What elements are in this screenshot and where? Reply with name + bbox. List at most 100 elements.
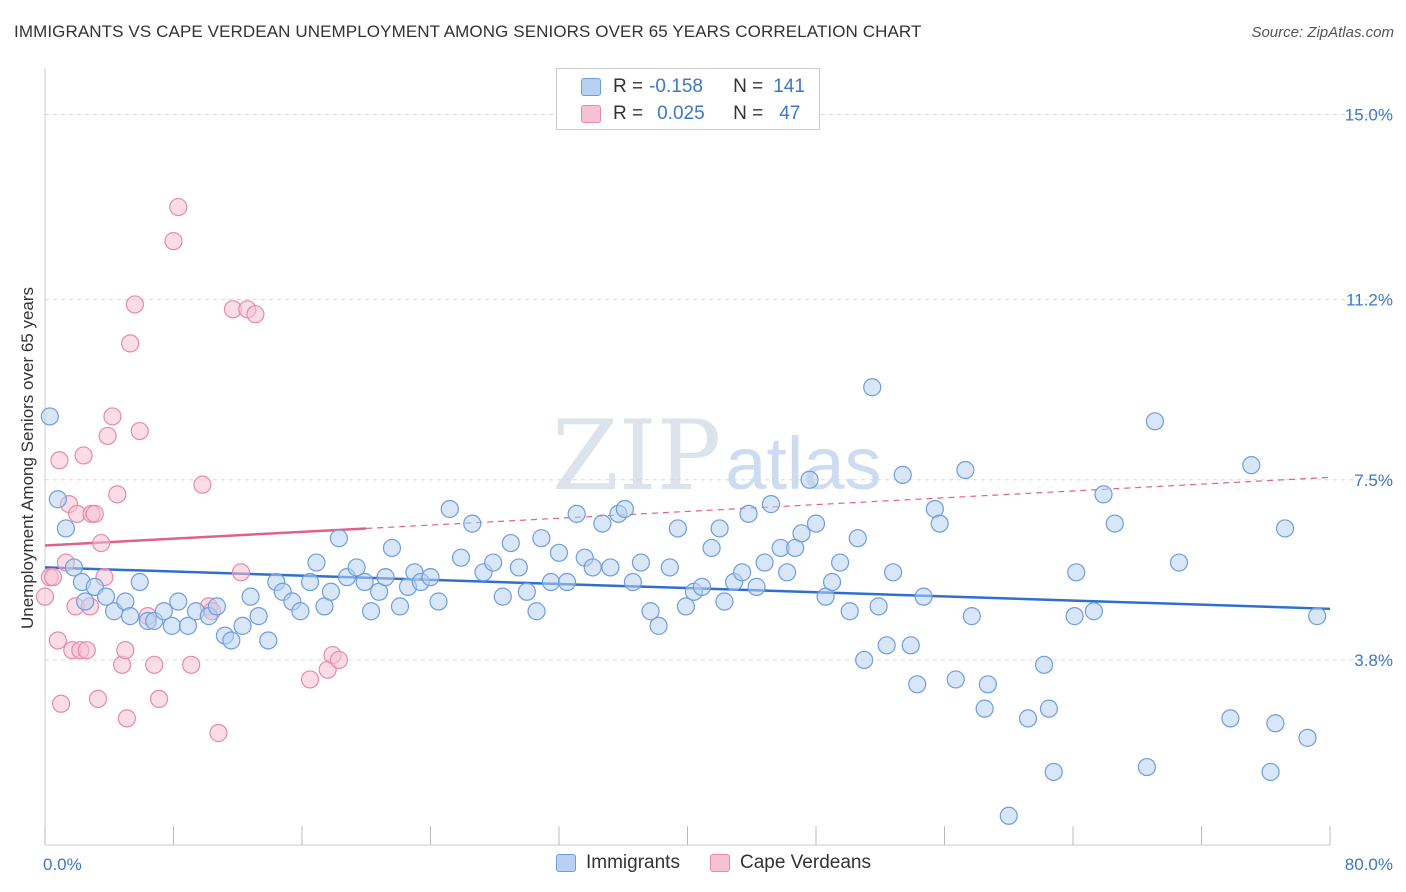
immigrants-point [1094,485,1113,504]
immigrants-point [583,558,602,577]
cape-verdeans-point [77,641,96,660]
immigrants-point [429,592,448,611]
r-value: 0.025 [657,103,705,124]
immigrants-swatch [556,854,576,872]
immigrants-point [517,582,536,601]
immigrants-point [329,529,349,548]
immigrants-point [361,602,381,621]
immigrants-point [440,499,459,519]
immigrants-point [307,553,326,572]
cape-verdeans-point [329,650,349,670]
immigrants-point [877,636,896,655]
cape-verdeans-point [88,689,108,709]
immigrants-point [1044,762,1063,782]
n-label: N = [733,76,764,97]
immigrants-point [676,597,695,616]
immigrants-point [840,602,859,621]
immigrants-point [1169,553,1189,572]
immigrants-point [463,514,482,533]
immigrants-point [567,504,586,523]
cape-verdeans-point [164,232,183,251]
immigrants-point [207,597,226,616]
immigrants-point [162,616,181,635]
immigrants-point [956,460,975,480]
immigrants-point [999,806,1018,825]
immigrants-points [40,378,1327,825]
watermark: ZIPatlas [552,400,882,512]
immigrants-point [715,592,734,611]
immigrants-point [710,519,729,538]
immigrants-point [893,465,912,484]
immigrants-point [978,675,997,694]
cape-verdeans-swatch [709,854,730,872]
immigrants-point [549,543,569,562]
immigrants-point [623,572,642,592]
immigrants-point [76,592,95,611]
cape-verdeans-trend-extension [366,476,1331,530]
immigrants-point [631,553,651,572]
immigrants-point [692,577,712,596]
immigrants-point [390,597,410,616]
immigrants-point [761,495,781,514]
cape-verdeans-point [209,723,228,743]
axes [44,68,1331,846]
immigrants-point [347,558,366,577]
n-value: 141 [773,76,805,97]
immigrants-point [1067,563,1086,582]
immigrants-point [527,602,546,621]
immigrants-point [241,587,260,606]
immigrants-point [1039,699,1059,718]
immigrants-point [382,538,402,558]
immigrants-point [222,631,241,650]
immigrants-point [1084,602,1103,621]
immigrants-point [975,699,994,718]
x-tick-label: 0.0% [43,855,82,874]
immigrants-point [739,504,758,523]
immigrants-point [702,538,721,558]
n-value: 47 [779,103,801,124]
immigrants-point [1261,762,1280,782]
immigrants-point [1145,412,1165,431]
immigrants-point [615,499,634,519]
immigrants-point [641,602,660,621]
cape-verdeans-point [149,689,169,709]
y-tick-label: 11.2% [1346,291,1393,310]
immigrants-point [1275,519,1295,538]
r-label: R = [613,103,644,124]
cape-verdeans-point [169,197,188,217]
x-tick-label: 80.0% [1345,855,1393,874]
immigrants-point [1034,655,1054,674]
cape-verdeans-point [300,670,320,689]
immigrants-point [501,533,520,553]
correlation-legend: R = -0.158 N = 141 R = 0.025 N = 47 [556,68,820,130]
immigrants-point [855,650,874,670]
legend-row-cape-verdeans: R = 0.025 N = 47 [581,102,800,126]
immigrants-point [1242,456,1261,475]
cape-verdeans-point [121,334,140,353]
immigrants-point [532,529,551,548]
chart-title: IMMIGRANTS VS CAPE VERDEAN UNEMPLOYMENT … [14,22,922,41]
immigrants-point [48,490,67,509]
cape-verdeans-point [50,451,69,470]
cape-verdeans-point [182,655,201,674]
cape-verdeans-point [246,305,265,324]
immigrants-point [64,558,84,577]
cape-verdeans-point [231,563,251,582]
n-label: N = [733,103,764,124]
immigrants-point [1137,757,1156,777]
cape-verdeans-point [130,421,149,441]
immigrants-point [300,572,320,592]
cape-verdeans-point [193,475,212,494]
watermark-atlas: atlas [725,422,882,505]
y-tick-label: 7.5% [1354,471,1393,490]
cape-verdeans-points [35,197,349,743]
legend-item-immigrants: Immigrants [556,852,680,874]
immigrants-point [800,470,819,489]
immigrants-point [755,553,774,572]
legend-item-cape-verdeans: Cape Verdeans [709,852,871,874]
immigrants-point [792,524,811,543]
immigrants-point [178,616,198,635]
immigrants-point [1308,607,1327,626]
immigrants-point [863,378,882,397]
immigrants-point [747,577,766,596]
